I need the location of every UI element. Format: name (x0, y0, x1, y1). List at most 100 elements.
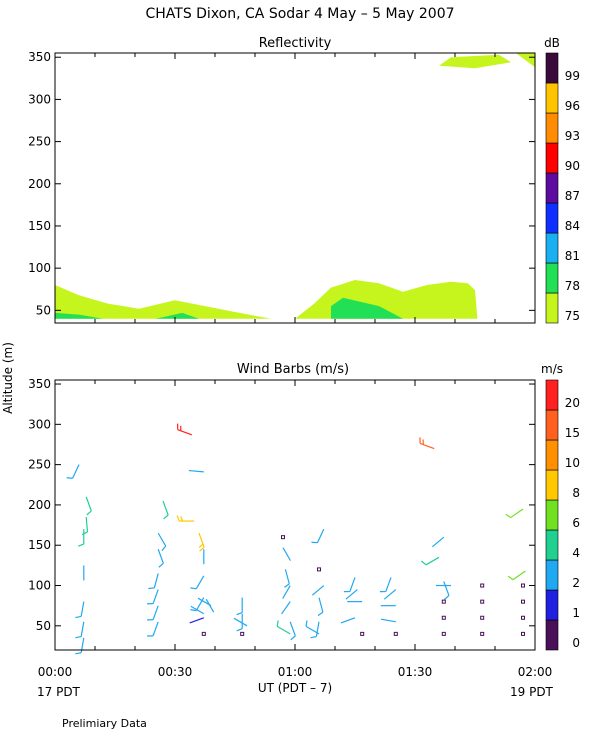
reflectivity-colorbar-unit: dB (544, 36, 560, 50)
wind-barb (443, 581, 450, 600)
wind-barb (276, 620, 291, 635)
calm-marker (521, 615, 525, 620)
reflectivity-ticks: 50 100 150 200 250 300 350 (28, 50, 536, 323)
wind-colorbar-label: 15 (565, 426, 580, 440)
wind-colorbar-label: 20 (565, 396, 580, 410)
reflectivity-region-75 (55, 285, 271, 319)
calm-marker (480, 615, 485, 620)
x-tick-label: 00:00 (38, 665, 73, 679)
wind-barb (147, 589, 159, 605)
wind-barb (305, 620, 320, 635)
start-local-time-note: 17 PDT (37, 685, 81, 699)
wind-y-tick-label: 150 (28, 538, 51, 552)
wind-barb (383, 589, 397, 600)
reflectivity-region-78 (331, 297, 403, 319)
wind-barbs-panel: Wind Barbs (m/s) 5010015020025030035000:… (28, 362, 580, 679)
reflectivity-colorbar-swatch (545, 172, 559, 204)
figure-title: CHATS Dixon, CA Sodar 4 May – 5 May 2007 (145, 6, 454, 22)
wind-barb (420, 556, 440, 566)
wind-barb (198, 532, 205, 552)
wind-barb (189, 617, 205, 624)
reflectivity-colorbar-label: 75 (565, 309, 580, 323)
wind-barb (190, 575, 205, 590)
reflectivity-colorbar: 75 78 81 84 87 90 93 96 99 (545, 52, 580, 324)
reflectivity-y-tick-label: 50 (36, 303, 51, 317)
reflectivity-colorbar-swatch (545, 142, 559, 174)
x-axis-label: UT (PDT – 7) (258, 681, 332, 695)
calm-marker (441, 599, 446, 604)
wind-barb (282, 547, 292, 561)
wind-barb (190, 597, 205, 612)
x-tick-label: 00:30 (158, 665, 193, 679)
wind-colorbar-label: 10 (565, 456, 580, 470)
calm-marker (240, 631, 245, 636)
wind-barb (236, 613, 243, 632)
calm-marker (317, 567, 321, 572)
calm-marker (393, 631, 398, 636)
wind-barb (75, 601, 85, 619)
wind-colorbar-label: 2 (572, 576, 580, 590)
calm-marker (480, 583, 485, 588)
reflectivity-colorbar-swatch (545, 292, 559, 324)
wind-barb (233, 617, 248, 627)
wind-colorbar-label: 8 (572, 486, 580, 500)
reflectivity-y-tick-label: 300 (28, 92, 51, 106)
wind-barb (505, 508, 524, 519)
calm-marker (521, 631, 525, 636)
reflectivity-colorbar-label: 90 (565, 159, 580, 173)
wind-y-tick-label: 250 (28, 458, 51, 472)
reflectivity-y-tick-label: 150 (28, 219, 51, 233)
wind-barbs-axes-frame (54, 379, 536, 651)
wind-barb (310, 621, 320, 639)
wind-barb (236, 597, 243, 616)
wind-colorbar-label: 1 (572, 606, 580, 620)
reflectivity-axes-frame (54, 52, 536, 324)
wind-barb (311, 585, 325, 596)
calm-marker (441, 615, 446, 620)
reflectivity-colorbar-swatch (545, 262, 559, 294)
wind-barbs-marks (66, 423, 526, 655)
reflectivity-title: Reflectivity (259, 36, 332, 51)
wind-barb (147, 621, 159, 637)
wind-barb (289, 621, 296, 641)
calm-marker (281, 535, 285, 540)
calm-marker (480, 631, 485, 636)
wind-y-tick-label: 50 (36, 619, 51, 633)
wind-colorbar-unit: m/s (541, 362, 563, 376)
wind-barb (507, 570, 526, 581)
wind-y-tick-label: 350 (28, 377, 51, 391)
reflectivity-colorbar-label: 78 (565, 279, 580, 293)
x-tick-label: 01:30 (398, 665, 433, 679)
wind-barb (190, 605, 205, 615)
wind-barb (85, 496, 92, 516)
wind-barb (345, 589, 358, 600)
reflectivity-colorbar-swatch (545, 52, 559, 84)
reflectivity-y-tick-label: 250 (28, 135, 51, 149)
x-tick-label: 02:00 (518, 665, 553, 679)
wind-colorbar-label: 6 (572, 516, 580, 530)
reflectivity-y-tick-label: 100 (28, 261, 51, 275)
wind-barb (66, 464, 80, 479)
wind-barb (282, 585, 291, 599)
wind-y-tick-label: 300 (28, 417, 51, 431)
wind-colorbar-swatch (545, 439, 559, 471)
wind-barb (340, 617, 356, 624)
reflectivity-colorbar-swatch (545, 202, 559, 234)
wind-barb (311, 528, 325, 544)
reflectivity-y-tick-label: 200 (28, 177, 51, 191)
wind-barb (197, 597, 212, 607)
reflectivity-colorbar-label: 84 (565, 219, 580, 233)
wind-barb (75, 621, 85, 639)
wind-y-tick-label: 100 (28, 579, 51, 593)
wind-colorbar-swatch (545, 529, 559, 561)
wind-barb (317, 597, 324, 617)
wind-barb (188, 469, 204, 473)
calm-marker (360, 631, 365, 636)
calm-marker (201, 631, 206, 636)
wind-barb (148, 573, 159, 590)
wind-barb (147, 605, 159, 621)
reflectivity-colorbar-label: 81 (565, 249, 580, 263)
wind-barb (77, 529, 85, 547)
end-local-time-note: 19 PDT (510, 685, 554, 699)
